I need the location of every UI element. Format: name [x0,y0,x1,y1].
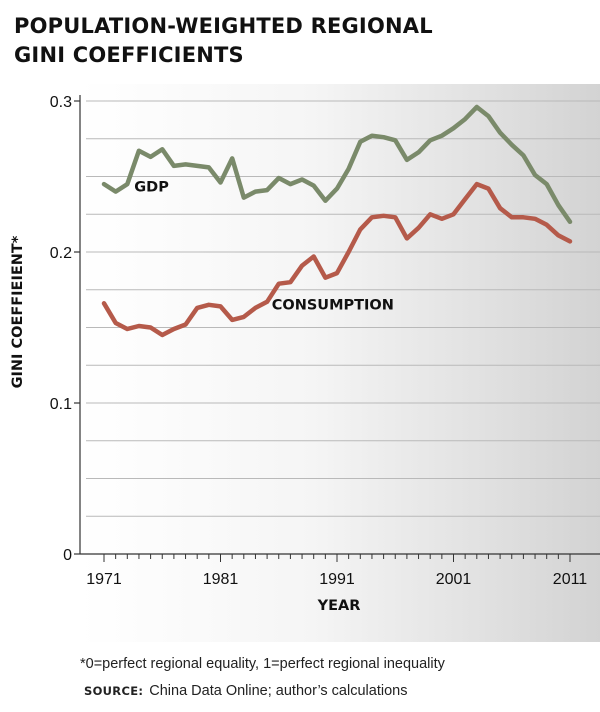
x-tick-label: 2001 [436,571,472,588]
series-label-consumption: CONSUMPTION [272,297,394,313]
chart-title: POPULATION-WEIGHTED REGIONAL GINI COEFFI… [14,12,574,70]
axes: 0 0.1 0.2 0.3 1971 1981 1991 2001 2011 [50,94,600,588]
y-axis-title: GINI COEFFIEIENT* [10,235,26,388]
x-tick-label: 2011 [553,571,588,588]
labels: GDP CONSUMPTION [134,180,394,314]
series-label-gdp: GDP [134,180,169,196]
y-tick-label: 0.2 [50,245,72,262]
series-lines [101,104,573,338]
footnote: *0=perfect regional equality, 1=perfect … [80,656,445,672]
x-tick-label: 1981 [203,571,239,588]
y-tick-label: 0.3 [50,94,72,111]
x-axis-title: YEAR [317,598,361,614]
chart-title-line-1: POPULATION-WEIGHTED REGIONAL [14,14,433,38]
series-line-consumption [101,181,573,338]
series-line-gdp [101,104,573,225]
x-tick-label: 1971 [86,571,122,588]
x-tick-label: 1991 [319,571,355,588]
source-line: SOURCE: China Data Online; author’s calcu… [84,683,407,699]
chart-title-line-2: GINI COEFFICIENTS [14,43,244,67]
y-tick-label: 0 [63,547,72,564]
plot-background [80,84,600,642]
y-tick-label: 0.1 [50,396,72,413]
gridlines [86,100,600,517]
source-text: China Data Online; author’s calculations [149,683,408,699]
source-label: SOURCE: [84,684,144,698]
